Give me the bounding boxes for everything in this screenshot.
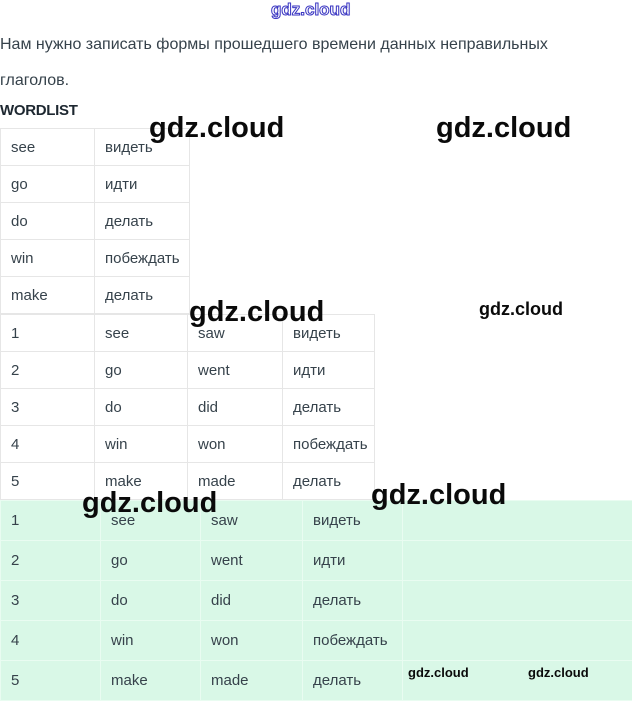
table-cell: делать <box>302 580 403 621</box>
table-cell: won <box>200 620 303 661</box>
table-cell: did <box>200 580 303 621</box>
table-cell <box>402 500 632 541</box>
table-cell: 1 <box>0 314 95 352</box>
table-cell <box>402 660 632 701</box>
table-row: 3 do did делать <box>0 388 375 426</box>
table-cell: побеждать <box>302 620 403 661</box>
table-cell: 5 <box>0 660 101 701</box>
table-cell: идти <box>94 165 190 203</box>
table-cell: made <box>200 660 303 701</box>
task-description: Нам нужно записать формы прошедшего врем… <box>0 0 632 99</box>
table-row: 5 make made делать <box>0 660 632 701</box>
table-row: make делать <box>0 276 190 314</box>
table-cell: see <box>0 128 95 166</box>
table-cell: win <box>100 620 201 661</box>
table-row: 4 win won побеждать <box>0 620 632 661</box>
table-cell: делать <box>282 462 375 500</box>
table-row: 5 make made делать <box>0 462 375 500</box>
wordlist-heading: WORDLIST <box>0 102 78 119</box>
table-cell: 1 <box>0 500 101 541</box>
table-row: see видеть <box>0 128 190 166</box>
table-cell: see <box>94 314 188 352</box>
table-cell: go <box>94 351 188 389</box>
table-cell: make <box>0 276 95 314</box>
table-row: 4 win won побеждать <box>0 425 375 463</box>
table-cell: видеть <box>282 314 375 352</box>
table-row: win побеждать <box>0 239 190 277</box>
table-cell: 5 <box>0 462 95 500</box>
table-cell: saw <box>200 500 303 541</box>
table-cell: won <box>187 425 283 463</box>
wordlist-table-body: see видеть go идти do делать win побеждать make д… <box>0 128 190 314</box>
table-cell: 3 <box>0 580 101 621</box>
table-row: go идти <box>0 165 190 203</box>
table-cell: видеть <box>302 500 403 541</box>
table-row: 2 go went идти <box>0 540 632 581</box>
answers-table-highlighted: 1 see saw видеть 2 go went идти 3 do did делать 4 win… <box>0 500 632 701</box>
answers-table-body: 1 see saw видеть 2 go went идти 3 do did делать 4 win… <box>0 314 375 500</box>
table-cell: побеждать <box>94 239 190 277</box>
table-cell: go <box>0 165 95 203</box>
table-row: 1 see saw видеть <box>0 314 375 352</box>
table-row: do делать <box>0 202 190 240</box>
table-cell: made <box>187 462 283 500</box>
table-row: 3 do did делать <box>0 580 632 621</box>
table-cell: идти <box>282 351 375 389</box>
table-cell: 4 <box>0 425 95 463</box>
watermark-brand-medium: gdz.cloud <box>479 299 563 319</box>
table-cell: побеждать <box>282 425 375 463</box>
table-cell: make <box>100 660 201 701</box>
table-cell <box>402 540 632 581</box>
table-cell: делать <box>94 202 190 240</box>
table-cell: went <box>200 540 303 581</box>
table-cell: делать <box>94 276 190 314</box>
table-cell: see <box>100 500 201 541</box>
table-cell <box>402 580 632 621</box>
table-cell: went <box>187 351 283 389</box>
table-cell: видеть <box>94 128 190 166</box>
task-description-line: глаголов. <box>0 72 70 89</box>
table-cell: 4 <box>0 620 101 661</box>
table-cell: do <box>0 202 95 240</box>
table-cell: 2 <box>0 351 95 389</box>
answers-table-highlighted-body: 1 see saw видеть 2 go went идти 3 do did делать 4 win… <box>0 500 632 701</box>
table-cell: do <box>100 580 201 621</box>
table-cell: did <box>187 388 283 426</box>
table-cell: go <box>100 540 201 581</box>
table-row: 1 see saw видеть <box>0 500 632 541</box>
table-cell: 2 <box>0 540 101 581</box>
table-cell: do <box>94 388 188 426</box>
table-cell: 3 <box>0 388 95 426</box>
wordlist-table: see видеть go идти do делать win побеждать make д… <box>0 128 190 314</box>
table-cell: win <box>0 239 95 277</box>
table-row: 2 go went идти <box>0 351 375 389</box>
table-cell: win <box>94 425 188 463</box>
table-cell: идти <box>302 540 403 581</box>
answers-table: 1 see saw видеть 2 go went идти 3 do did делать 4 win… <box>0 314 375 500</box>
table-cell <box>402 620 632 661</box>
table-cell: делать <box>282 388 375 426</box>
table-cell: make <box>94 462 188 500</box>
table-cell: делать <box>302 660 403 701</box>
table-cell: saw <box>187 314 283 352</box>
task-description-line: Нам нужно записать формы прошедшего врем… <box>0 36 548 53</box>
